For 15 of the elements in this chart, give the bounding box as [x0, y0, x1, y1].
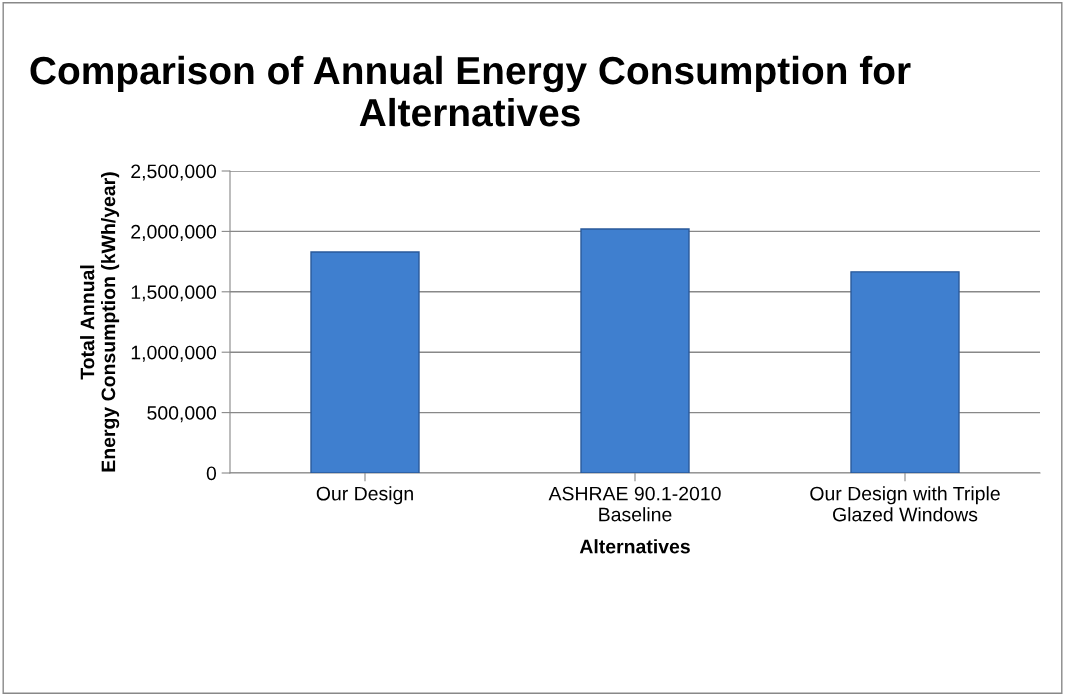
y-tick-label: 1,000,000 — [131, 345, 217, 362]
bar — [310, 251, 420, 473]
x-tick-label: ASHRAE 90.1-2010 Baseline — [548, 486, 721, 522]
bar — [580, 228, 690, 473]
x-tick-label: Our Design — [316, 486, 413, 505]
y-tick-label: 2,000,000 — [131, 224, 217, 241]
y-tick-label: 500,000 — [147, 406, 217, 423]
y-tick-label: 1,500,000 — [131, 285, 217, 302]
y-axis-title: Total Annual Energy Consumption (kWh/year) — [80, 172, 120, 472]
x-tick-label: Our Design with Triple Glazed Windows — [810, 486, 1000, 522]
y-tick-label: 0 — [206, 466, 217, 481]
bar — [850, 271, 960, 473]
chart-title: Comparison of Annual Energy Consumption for Alternatives — [30, 55, 911, 127]
y-tick-label: 2,500,000 — [131, 164, 217, 181]
x-axis-title: Alternatives — [579, 539, 690, 554]
